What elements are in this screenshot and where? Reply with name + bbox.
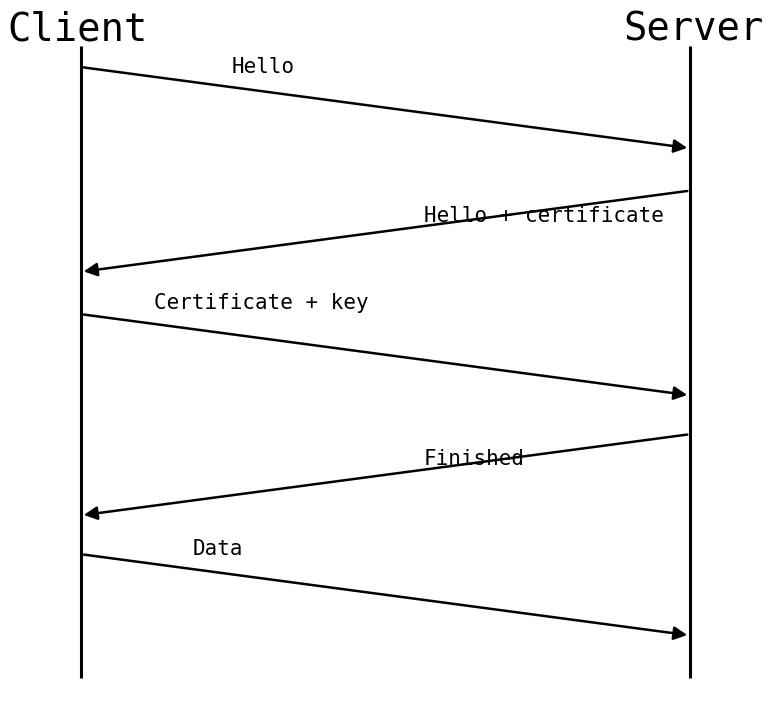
Text: Client: Client: [8, 11, 148, 49]
Text: Certificate + key: Certificate + key: [154, 294, 369, 313]
Text: Finished: Finished: [424, 449, 525, 469]
Text: Server: Server: [623, 11, 763, 49]
Text: Data: Data: [193, 539, 243, 558]
Text: Hello + certificate: Hello + certificate: [424, 205, 664, 226]
Text: Hello: Hello: [231, 56, 295, 76]
